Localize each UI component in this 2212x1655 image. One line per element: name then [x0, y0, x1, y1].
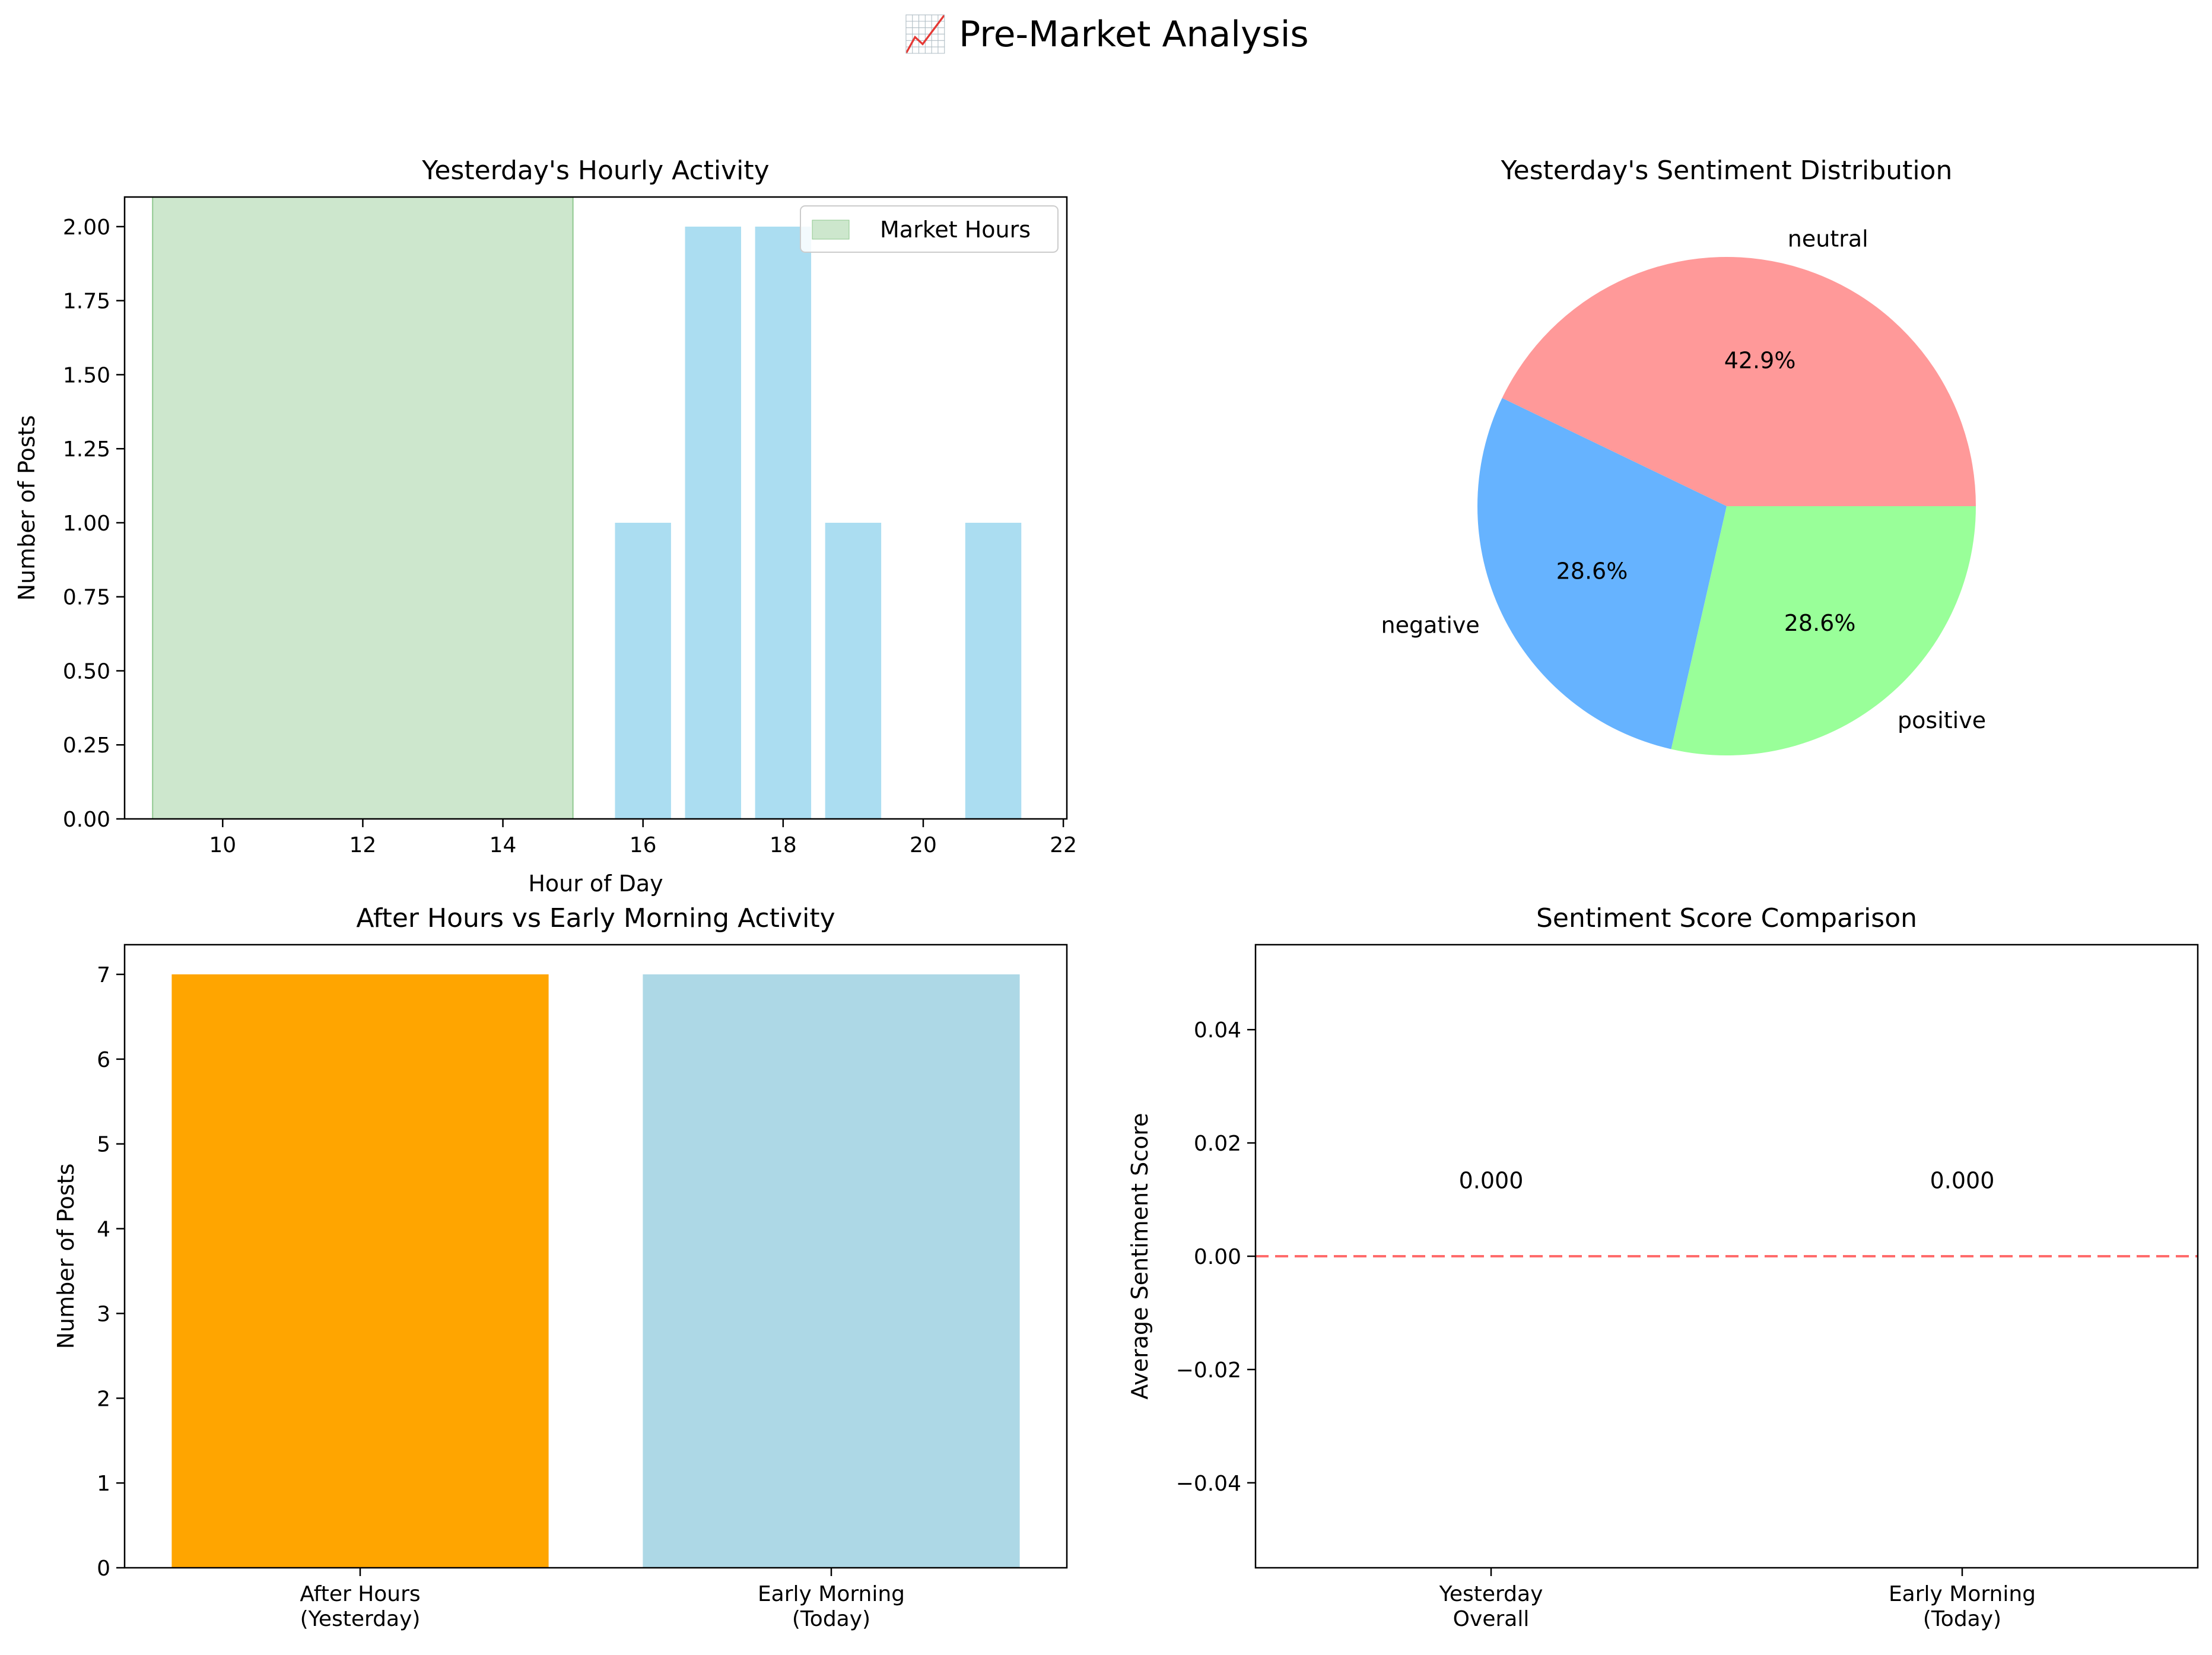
activity-y-label: Number of Posts [53, 1164, 79, 1349]
activity-bar-0 [171, 974, 549, 1568]
y-tick-label: 7 [97, 963, 110, 987]
hourly-legend: Market Hours [800, 205, 1059, 253]
sentiment-pie-chart: Yesterday's Sentiment Distribution neutr… [1381, 155, 1986, 756]
score-comparison-chart: Sentiment Score Comparison 0.000 0.000 Ye… [1127, 903, 2199, 1631]
hourly-x-label: Hour of Day [528, 871, 663, 897]
score-chart-title: Sentiment Score Comparison [1536, 903, 1917, 933]
x-tick-label: 16 [630, 833, 657, 857]
hourly-bar-19 [825, 522, 882, 819]
x-tick-label: Early Morning [1889, 1582, 2036, 1606]
x-tick-label: (Today) [1923, 1607, 2001, 1631]
hourly-bar-16 [615, 522, 671, 819]
y-tick-label: 6 [97, 1048, 110, 1072]
pie-slice-negative [1477, 398, 1727, 749]
y-tick-label: 4 [97, 1218, 110, 1242]
pie-pct-positive: 28.6% [1784, 610, 1856, 636]
y-tick-label: 0 [97, 1556, 110, 1581]
activity-bar-1 [643, 974, 1020, 1568]
x-tick-label: 10 [209, 833, 236, 857]
hourly-y-label: Number of Posts [14, 415, 40, 601]
y-tick-label: 0.50 [63, 659, 110, 684]
pie-chart-title: Yesterday's Sentiment Distribution [1501, 155, 1953, 186]
legend-swatch-market-hours [812, 220, 850, 240]
y-tick-label: −0.02 [1176, 1358, 1241, 1383]
y-tick-label: 3 [97, 1302, 110, 1326]
y-tick-label: 1.00 [63, 512, 110, 536]
hourly-chart-title: Yesterday's Hourly Activity [421, 155, 769, 186]
pie-pct-neutral: 42.9% [1724, 347, 1796, 373]
x-tick-label: (Today) [792, 1607, 870, 1631]
y-tick-label: 0.75 [63, 586, 110, 610]
pie-slice-neutral [1502, 256, 1976, 506]
x-tick-label: 12 [349, 833, 377, 857]
market-hours-span [152, 196, 574, 819]
hourly-activity-chart: Yesterday's Hourly Activity 10 12 14 16 18 20… [14, 155, 1077, 897]
score-value-label: 0.000 [1459, 1167, 1524, 1193]
legend-label-market-hours: Market Hours [880, 217, 1031, 243]
y-tick-label: 1.25 [63, 437, 110, 462]
hourly-bar-17 [685, 226, 741, 819]
score-value-label: 0.000 [1930, 1167, 1995, 1193]
x-tick-label: 20 [910, 833, 937, 857]
pie-pct-negative: 28.6% [1556, 558, 1628, 584]
y-tick-label: 1.50 [63, 363, 110, 387]
x-tick-label: Early Morning [758, 1582, 905, 1606]
activity-comparison-chart: After Hours vs Early Morning Activity Af… [53, 903, 1068, 1631]
y-tick-label: 0.00 [63, 808, 110, 832]
x-tick-label: 22 [1050, 833, 1077, 857]
hourly-bar-18 [755, 226, 812, 819]
y-tick-label: −0.04 [1176, 1472, 1241, 1496]
activity-chart-title: After Hours vs Early Morning Activity [356, 903, 835, 933]
y-tick-label: 0.00 [1194, 1245, 1241, 1269]
x-tick-label: Yesterday [1439, 1582, 1543, 1606]
y-tick-label: 1.75 [63, 290, 110, 314]
y-tick-label: 2 [97, 1387, 110, 1411]
x-tick-label: After Hours [300, 1582, 420, 1606]
pie-label-negative: negative [1381, 612, 1480, 638]
figure-title: 📈 Pre-Market Analysis [903, 14, 1308, 55]
x-tick-label: (Yesterday) [300, 1607, 421, 1631]
activity-axes-frame [123, 944, 1068, 1569]
score-y-label: Average Sentiment Score [1127, 1113, 1153, 1399]
y-tick-label: 0.04 [1194, 1018, 1241, 1043]
legend-box [800, 205, 1059, 253]
y-tick-label: 1 [97, 1472, 110, 1496]
hourly-bar-21 [965, 522, 1022, 819]
y-tick-label: 0.25 [63, 733, 110, 758]
x-tick-label: 18 [770, 833, 797, 857]
y-tick-label: 5 [97, 1133, 110, 1157]
x-tick-label: 14 [490, 833, 517, 857]
hourly-axes-frame [123, 196, 1068, 820]
x-tick-label: Overall [1453, 1607, 1530, 1631]
pie-label-neutral: neutral [1788, 226, 1868, 252]
pie-slice-positive [1671, 506, 1976, 756]
y-tick-label: 2.00 [63, 215, 110, 240]
y-tick-label: 0.02 [1194, 1132, 1241, 1156]
pie-label-positive: positive [1898, 707, 1986, 733]
